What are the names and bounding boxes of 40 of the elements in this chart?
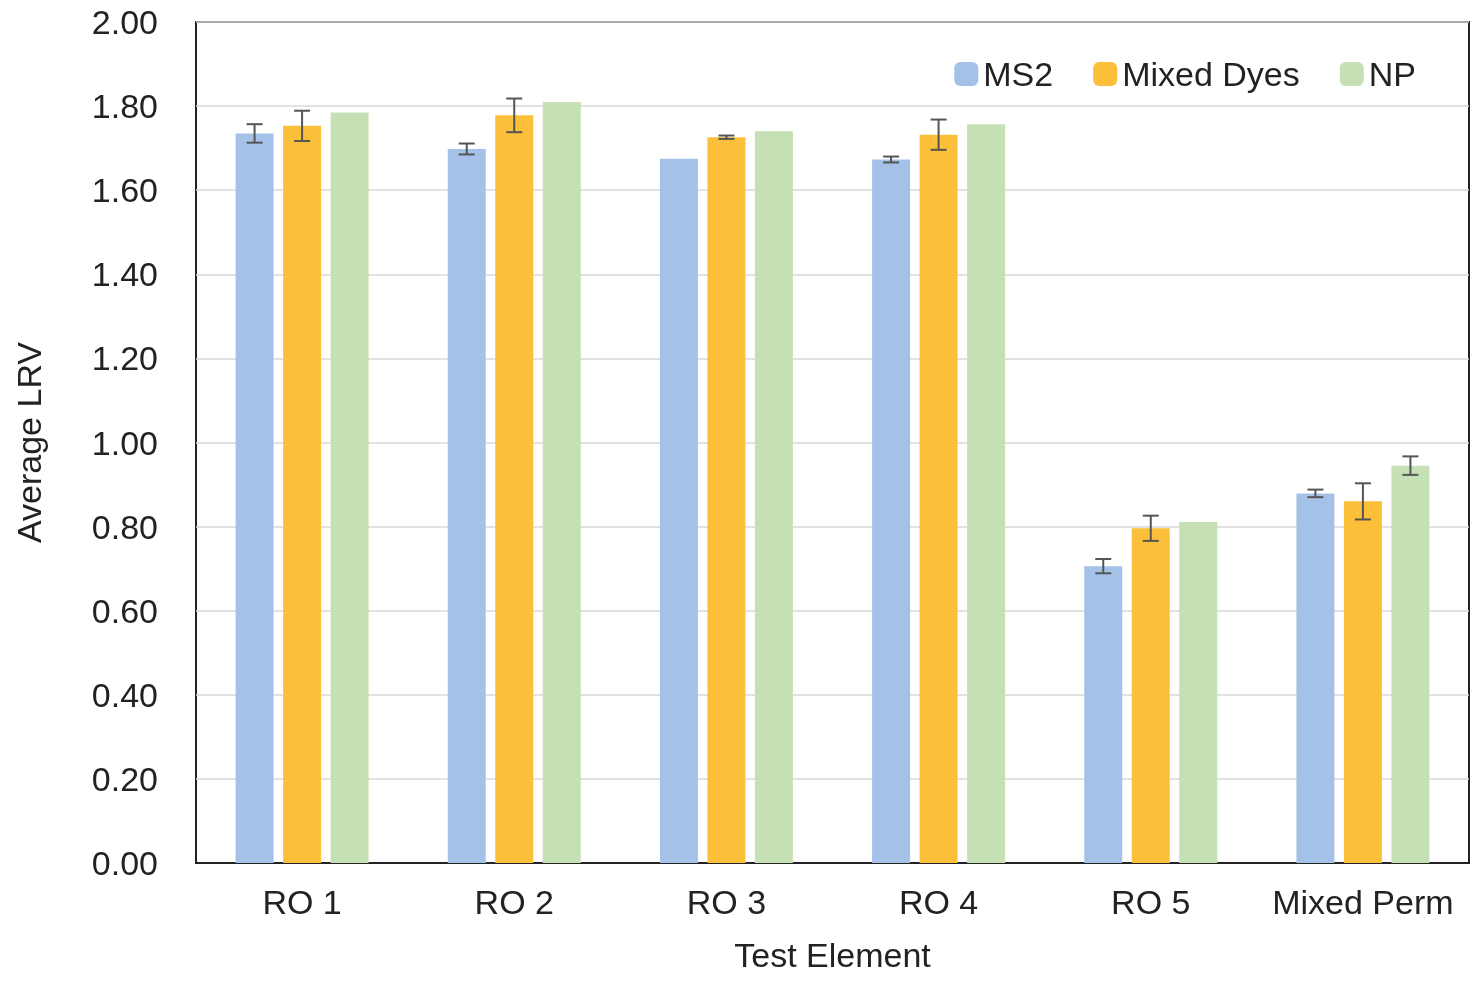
bar [707,137,746,863]
y-tick-label: 1.00 [91,423,158,462]
y-tick-label: 0.80 [91,507,158,546]
y-tick-label: 0.00 [91,844,158,882]
y-tick-label: 1.40 [91,255,158,294]
bar [919,134,958,863]
y-tick-label: 0.40 [91,675,158,714]
legend-label: Mixed Dyes [1122,55,1300,93]
y-tick-label: 1.60 [91,171,158,210]
x-tick-label: RO 1 [262,883,342,921]
bar [1084,566,1123,863]
bar [1296,493,1335,863]
bar [872,159,911,863]
bar [1131,528,1170,863]
bar [495,115,534,863]
bar [542,101,581,863]
bar [447,148,486,863]
x-axis-title: Test Element [734,936,932,974]
y-tick-label: 0.60 [91,591,158,630]
bar [754,131,793,863]
y-tick-label: 0.20 [91,759,158,798]
y-axis-title: Average LRV [10,341,48,543]
bar [283,125,322,863]
bar [1391,465,1430,863]
bar [330,112,369,863]
legend-label: NP [1368,55,1416,93]
bar [659,158,698,863]
x-tick-label: RO 5 [1111,883,1191,921]
x-tick-label: RO 2 [474,883,554,921]
bar [235,133,274,863]
legend-label: MS2 [983,55,1054,93]
bar [1179,521,1218,863]
x-tick-label: RO 3 [686,883,767,921]
bar [1343,501,1382,863]
x-tick-label: RO 4 [898,883,979,921]
y-tick-label: 1.80 [91,87,158,126]
bar [967,124,1006,863]
x-tick-label: Mixed Perm [1272,883,1454,921]
y-tick-label: 1.20 [91,339,158,378]
y-tick-label: 2.00 [91,3,158,41]
